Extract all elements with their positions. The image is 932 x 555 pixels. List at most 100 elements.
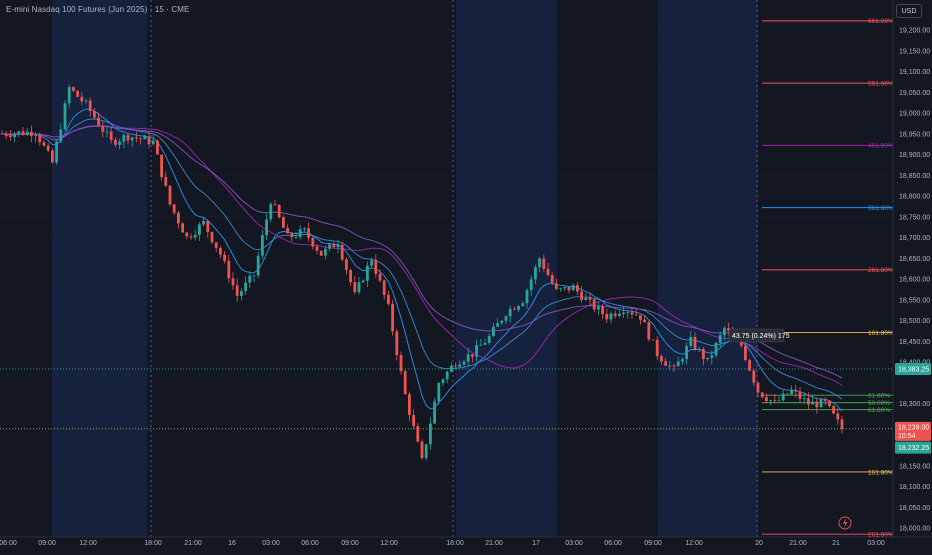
candle-body: [424, 444, 428, 459]
candle-body: [462, 361, 466, 365]
time-axis-label: 16: [228, 540, 236, 547]
candle-body: [517, 306, 520, 310]
price-axis-label: 18,050.00: [899, 505, 930, 512]
candle-body: [324, 248, 327, 256]
candle-body: [130, 137, 134, 141]
candle-body: [135, 137, 138, 139]
candle-body: [252, 275, 256, 277]
candle-body: [655, 339, 659, 357]
candle-body: [794, 389, 798, 392]
candle-body: [30, 131, 33, 137]
candle-body: [382, 280, 386, 295]
candle-body: [67, 87, 71, 104]
time-axis-label: 06:00: [604, 540, 622, 547]
lightning-icon[interactable]: [838, 516, 852, 530]
candle-body: [651, 339, 655, 341]
last-price-tag-text: 18,239.00: [898, 424, 929, 431]
candle-body: [210, 232, 214, 243]
candle-body: [294, 236, 298, 238]
candle-body: [555, 283, 558, 289]
candle-body: [802, 398, 806, 399]
candle-body: [76, 90, 79, 97]
candle-body: [710, 355, 714, 358]
candle-body: [340, 245, 344, 260]
candle-body: [177, 212, 180, 224]
candle-body: [223, 254, 226, 261]
fib-level-label: 661.80%: [868, 18, 894, 25]
candle-body: [618, 313, 621, 316]
candle-body: [634, 314, 638, 316]
fib-level-label: 261.80%: [868, 532, 894, 539]
candle-body: [584, 297, 588, 301]
candle-body: [588, 297, 592, 300]
candle-body: [597, 306, 600, 310]
candle-body: [156, 140, 159, 155]
candle-body: [601, 306, 604, 315]
candle-body: [718, 335, 722, 344]
candle-body: [689, 336, 693, 347]
candle-body: [227, 260, 231, 279]
candle-body: [256, 255, 260, 276]
candle-body: [88, 100, 92, 111]
candle-body: [466, 354, 470, 362]
candle-body: [542, 258, 546, 269]
candle-body: [714, 343, 718, 356]
time-axis-label: 20: [755, 540, 763, 547]
candle-body: [786, 393, 789, 395]
candle-body: [437, 383, 441, 402]
candle-body: [193, 234, 197, 238]
candle-body: [315, 246, 319, 251]
candle-body: [693, 336, 697, 350]
candle-body: [828, 400, 831, 407]
fib-level-label: 50.00%: [868, 400, 890, 407]
price-axis-label: 18,800.00: [899, 194, 930, 201]
candle-body: [118, 141, 121, 145]
candle-body: [97, 117, 100, 126]
candle-body: [576, 285, 579, 292]
current-price-tag-text: 18,383.25: [898, 366, 929, 373]
candle-body: [277, 205, 281, 218]
candle-body: [399, 355, 403, 372]
candle-body: [139, 138, 142, 140]
fib-level-label: 461.80%: [868, 143, 894, 150]
candle-body: [508, 308, 512, 317]
candle-body: [605, 314, 609, 320]
time-axis-label: 03:00: [867, 540, 885, 547]
ema-slow-line: [1, 118, 843, 400]
time-axis-label: 21:00: [485, 540, 503, 547]
candle-body: [345, 259, 348, 271]
candle-body: [563, 287, 567, 289]
candle-body: [723, 328, 726, 336]
candle-body: [282, 217, 285, 228]
candle-body: [529, 279, 533, 291]
candle-body: [172, 204, 176, 213]
candle-body: [685, 346, 688, 360]
candle-body: [811, 401, 814, 405]
candle-body: [122, 135, 126, 142]
time-axis-label: 09:00: [341, 540, 359, 547]
symbol-title[interactable]: E-mini Nasdaq 100 Futures (Jun 2025) · 1…: [6, 5, 190, 14]
candle-body: [21, 131, 25, 135]
price-axis-label: 19,150.00: [899, 48, 930, 55]
candle-body: [395, 331, 399, 356]
candle-body: [681, 359, 684, 362]
fib-level-label: 361.80%: [868, 205, 894, 212]
session-band: [52, 0, 147, 537]
last-price-tag: [895, 421, 931, 441]
candle-body: [198, 224, 201, 235]
candle-body: [290, 233, 294, 237]
candle-body: [265, 219, 268, 236]
candle-body: [571, 285, 575, 291]
candle-body: [676, 361, 680, 367]
candle-body: [748, 360, 751, 371]
candle-body: [319, 250, 323, 256]
candle-body: [374, 260, 378, 274]
candle-body: [4, 133, 8, 136]
candle-body: [0, 133, 4, 135]
candle-body: [580, 291, 583, 301]
currency-button[interactable]: USD: [896, 4, 922, 18]
candle-body: [219, 248, 222, 255]
candle-body: [298, 229, 302, 237]
